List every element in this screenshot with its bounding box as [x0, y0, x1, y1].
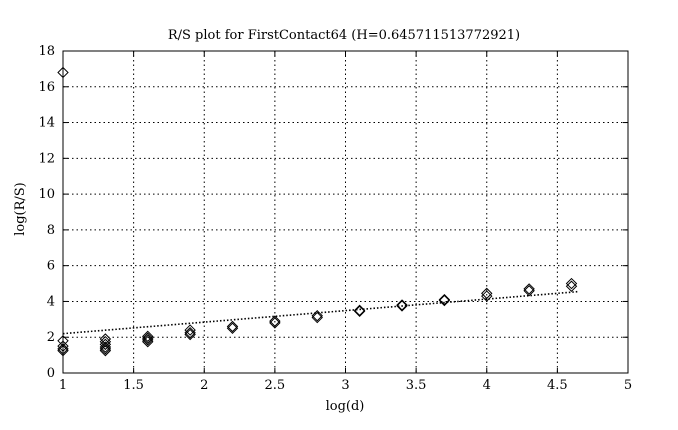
data-point	[226, 320, 239, 333]
y-tick-label: 10	[38, 187, 55, 202]
y-tick-label: 6	[47, 259, 55, 274]
y-tick-labels: 0 2 4 6 8 10 12 14 16 18	[38, 44, 55, 381]
data-point	[438, 293, 451, 306]
data-point	[396, 299, 408, 311]
data-point	[99, 343, 112, 355]
y-axis-label: log(R/S)	[13, 182, 28, 236]
fit-line	[62, 290, 579, 335]
data-point	[226, 322, 239, 334]
y-tick-label: 0	[47, 366, 55, 381]
x-tick-label: 1.5	[123, 378, 144, 393]
data-point	[99, 344, 112, 357]
data-point	[269, 315, 281, 327]
y-tick-label: 12	[38, 151, 55, 166]
x-tick-label: 4	[483, 378, 491, 393]
plot-frame	[62, 50, 629, 374]
data-point	[311, 310, 323, 322]
y-tick-label: 4	[47, 294, 55, 309]
data-point	[99, 335, 112, 348]
data-point	[184, 324, 196, 336]
data-point	[184, 328, 196, 341]
x-tick-label: 3.5	[406, 378, 427, 393]
data-point	[184, 327, 196, 339]
data-point	[396, 300, 408, 312]
x-tick-label: 4.5	[547, 378, 568, 393]
data-point	[311, 311, 323, 324]
x-tick-label: 3	[341, 378, 349, 393]
data-point	[142, 334, 154, 346]
y-tick-label: 2	[47, 330, 55, 345]
axis-ticks	[62, 50, 629, 374]
y-tick-label: 14	[38, 116, 55, 131]
x-tick-label: 2	[200, 378, 208, 393]
data-point	[523, 283, 535, 295]
data-points	[57, 66, 578, 357]
y-tick-label: 8	[47, 223, 55, 238]
data-point	[565, 277, 578, 290]
y-tick-label: 18	[38, 44, 55, 59]
data-point	[523, 285, 535, 297]
data-point	[353, 304, 366, 317]
data-point	[142, 330, 154, 343]
x-tick-label: 5	[624, 378, 632, 393]
chart-title: R/S plot for FirstContact64 (H=0.6457115…	[168, 28, 520, 43]
data-point	[142, 335, 154, 348]
x-axis-label: log(d)	[326, 399, 365, 414]
x-tick-labels: 1 1.5 2 2.5 3 3.5 4 4.5 5	[59, 378, 632, 393]
y-tick-label: 16	[38, 80, 55, 95]
data-point	[481, 287, 493, 300]
x-tick-label: 1	[59, 378, 67, 393]
grid	[63, 51, 628, 373]
data-point	[481, 290, 493, 302]
data-point	[142, 332, 154, 344]
data-point	[353, 305, 366, 317]
data-point	[99, 341, 112, 353]
data-point	[438, 294, 451, 307]
data-point	[99, 338, 112, 351]
data-point	[269, 317, 281, 329]
x-tick-label: 2.5	[265, 378, 286, 393]
data-point	[565, 280, 578, 292]
